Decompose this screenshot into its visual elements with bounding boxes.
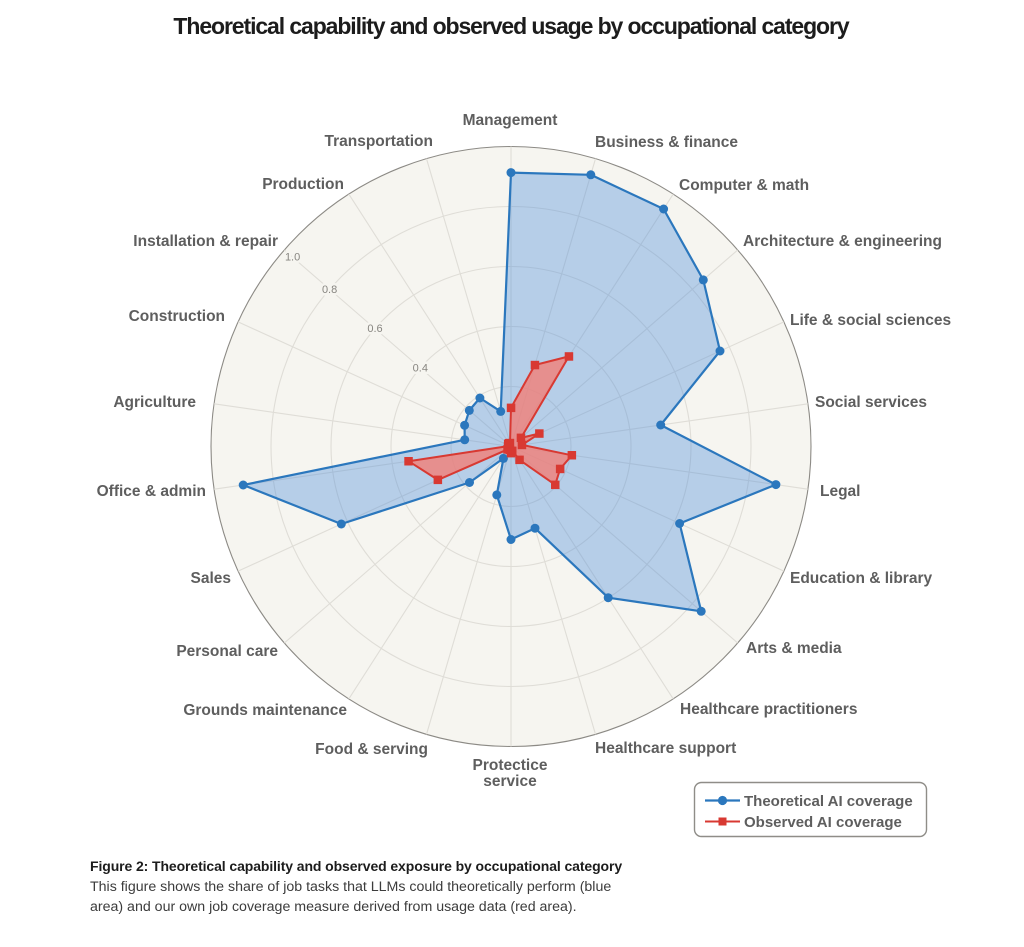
svg-text:Figure 2: Theoretical capabili: Figure 2: Theoretical capability and obs… — [90, 858, 622, 874]
svg-text:0.8: 0.8 — [322, 284, 337, 296]
svg-text:Office & admin: Office & admin — [97, 483, 206, 500]
svg-text:Theoretical capability and obs: Theoretical capability and observed usag… — [173, 13, 849, 39]
svg-text:Theoretical AI coverage: Theoretical AI coverage — [744, 793, 913, 810]
svg-text:This figure shows the share of: This figure shows the share of job tasks… — [90, 879, 611, 895]
svg-text:1.0: 1.0 — [285, 252, 300, 264]
svg-text:Education & library: Education & library — [790, 570, 932, 587]
svg-text:Healthcare support: Healthcare support — [595, 740, 736, 757]
svg-text:Food & serving: Food & serving — [315, 741, 428, 758]
svg-text:Grounds maintenance: Grounds maintenance — [183, 702, 347, 719]
svg-text:Production: Production — [262, 176, 344, 193]
svg-text:Social services: Social services — [815, 394, 927, 411]
svg-text:Computer & math: Computer & math — [679, 177, 809, 194]
svg-text:Arts & media: Arts & media — [746, 640, 842, 657]
svg-text:Life & social sciences: Life & social sciences — [790, 312, 951, 329]
svg-text:Transportation: Transportation — [324, 133, 433, 150]
svg-text:service: service — [483, 773, 537, 790]
svg-text:Healthcare practitioners: Healthcare practitioners — [680, 701, 857, 718]
svg-text:Protectice: Protectice — [473, 757, 548, 774]
svg-text:Architecture & engineering: Architecture & engineering — [743, 233, 942, 250]
svg-text:Legal: Legal — [820, 483, 860, 500]
svg-text:Personal care: Personal care — [176, 643, 278, 660]
svg-text:Installation & repair: Installation & repair — [133, 233, 278, 250]
svg-text:Business & finance: Business & finance — [595, 134, 738, 151]
svg-text:0.6: 0.6 — [367, 323, 382, 335]
svg-text:Agriculture: Agriculture — [113, 394, 196, 411]
svg-text:area) and our own job coverage: area) and our own job coverage measure d… — [90, 899, 577, 915]
svg-text:0.4: 0.4 — [413, 362, 428, 374]
svg-text:Construction: Construction — [129, 308, 225, 325]
svg-text:Management: Management — [463, 112, 558, 129]
svg-text:Sales: Sales — [190, 570, 231, 587]
svg-text:Observed AI coverage: Observed AI coverage — [744, 814, 902, 831]
